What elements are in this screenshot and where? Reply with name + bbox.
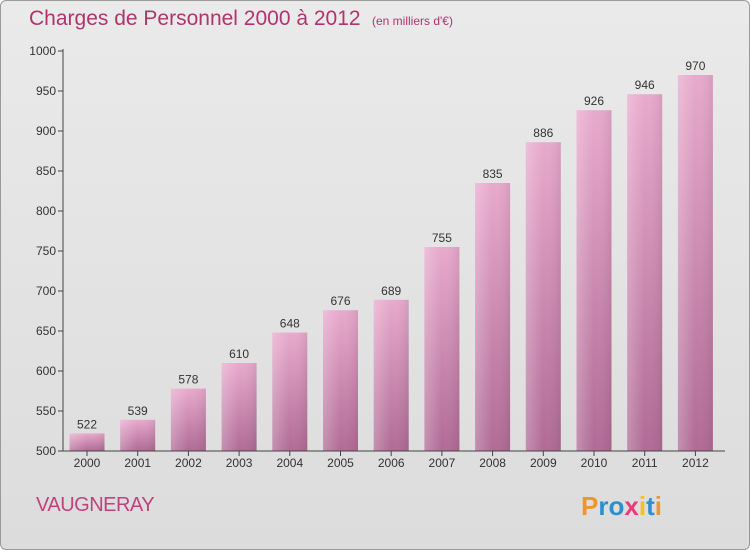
x-tick-label: 2005 [327,456,354,470]
y-tick-label: 800 [36,204,56,218]
proxiti-logo: Proxiti [581,491,662,522]
bar-shade [373,299,409,451]
bar-shade [627,94,663,451]
bar-value-label: 835 [483,167,503,181]
x-tick-label: 2002 [175,456,202,470]
x-axis: 2000 2001 2002 2003 2004 2005 2006 2007 2008 2009… [63,450,725,470]
x-tick-label: 2000 [74,456,101,470]
bar-value-label: 610 [229,347,249,361]
bar-shade [120,419,156,451]
x-tick-label: 2004 [276,456,303,470]
logo-letter: o [608,491,625,521]
chart-subtitle: (en milliers d'€) [372,14,453,28]
bar-shade [525,142,561,451]
bar-value-label: 886 [533,126,553,140]
bar-value-label: 676 [330,294,350,308]
y-tick-label: 600 [36,364,56,378]
x-tick-label: 2008 [479,456,506,470]
logo-letter: r [598,491,609,521]
bar-value-label: 522 [77,417,97,431]
x-tick-label: 2011 [632,456,658,470]
bar-shade [677,75,713,451]
bar-shade [424,247,460,451]
y-tick-label: 850 [36,164,56,178]
logo-letter: t [646,491,655,521]
bar-value-label: 946 [635,78,655,92]
bar-shade [576,110,612,451]
bar-value-label: 648 [280,317,300,331]
bar-shade [475,183,511,451]
x-tick-label: 2012 [682,456,709,470]
y-tick-label: 500 [36,444,56,458]
bar-shade [272,332,308,451]
bar-value-label: 970 [685,59,705,73]
bar-value-label: 539 [128,404,148,418]
bar-value-label: 926 [584,94,604,108]
logo-letter: i [654,491,662,521]
bar-shade [170,388,206,451]
logo-letter: i [638,491,647,521]
y-axis: 500 550 600 650 700 750 800 850 900 950 1000 [29,44,64,458]
x-tick-label: 2003 [226,456,253,470]
bar-value-label: 755 [432,231,452,245]
x-tick-label: 2007 [429,456,456,470]
x-tick-label: 2001 [124,456,151,470]
y-tick-label: 700 [36,284,56,298]
bar-value-label: 578 [178,373,198,387]
y-tick-label: 650 [36,324,56,338]
chart-title: Charges de Personnel 2000 à 2012 [29,7,361,30]
y-tick-label: 550 [36,404,56,418]
logo-letter: P [581,491,599,521]
place-name: VAUGNERAY [36,494,155,516]
x-tick-label: 2006 [378,456,405,470]
bars: 522 539 578 610 648 676 689 755 835 886 926 946 970 [69,59,713,451]
x-tick-label: 2009 [530,456,557,470]
x-tick-label: 2010 [581,456,608,470]
bar-shade [323,310,358,451]
bar-value-label: 689 [381,284,401,298]
bar-shade [221,363,257,451]
y-tick-label: 950 [36,84,56,98]
y-tick-label: 900 [36,124,56,138]
bar-shade [69,433,105,451]
logo-letter: x [624,491,639,521]
y-tick-label: 1000 [29,44,56,58]
y-tick-label: 750 [36,244,56,258]
